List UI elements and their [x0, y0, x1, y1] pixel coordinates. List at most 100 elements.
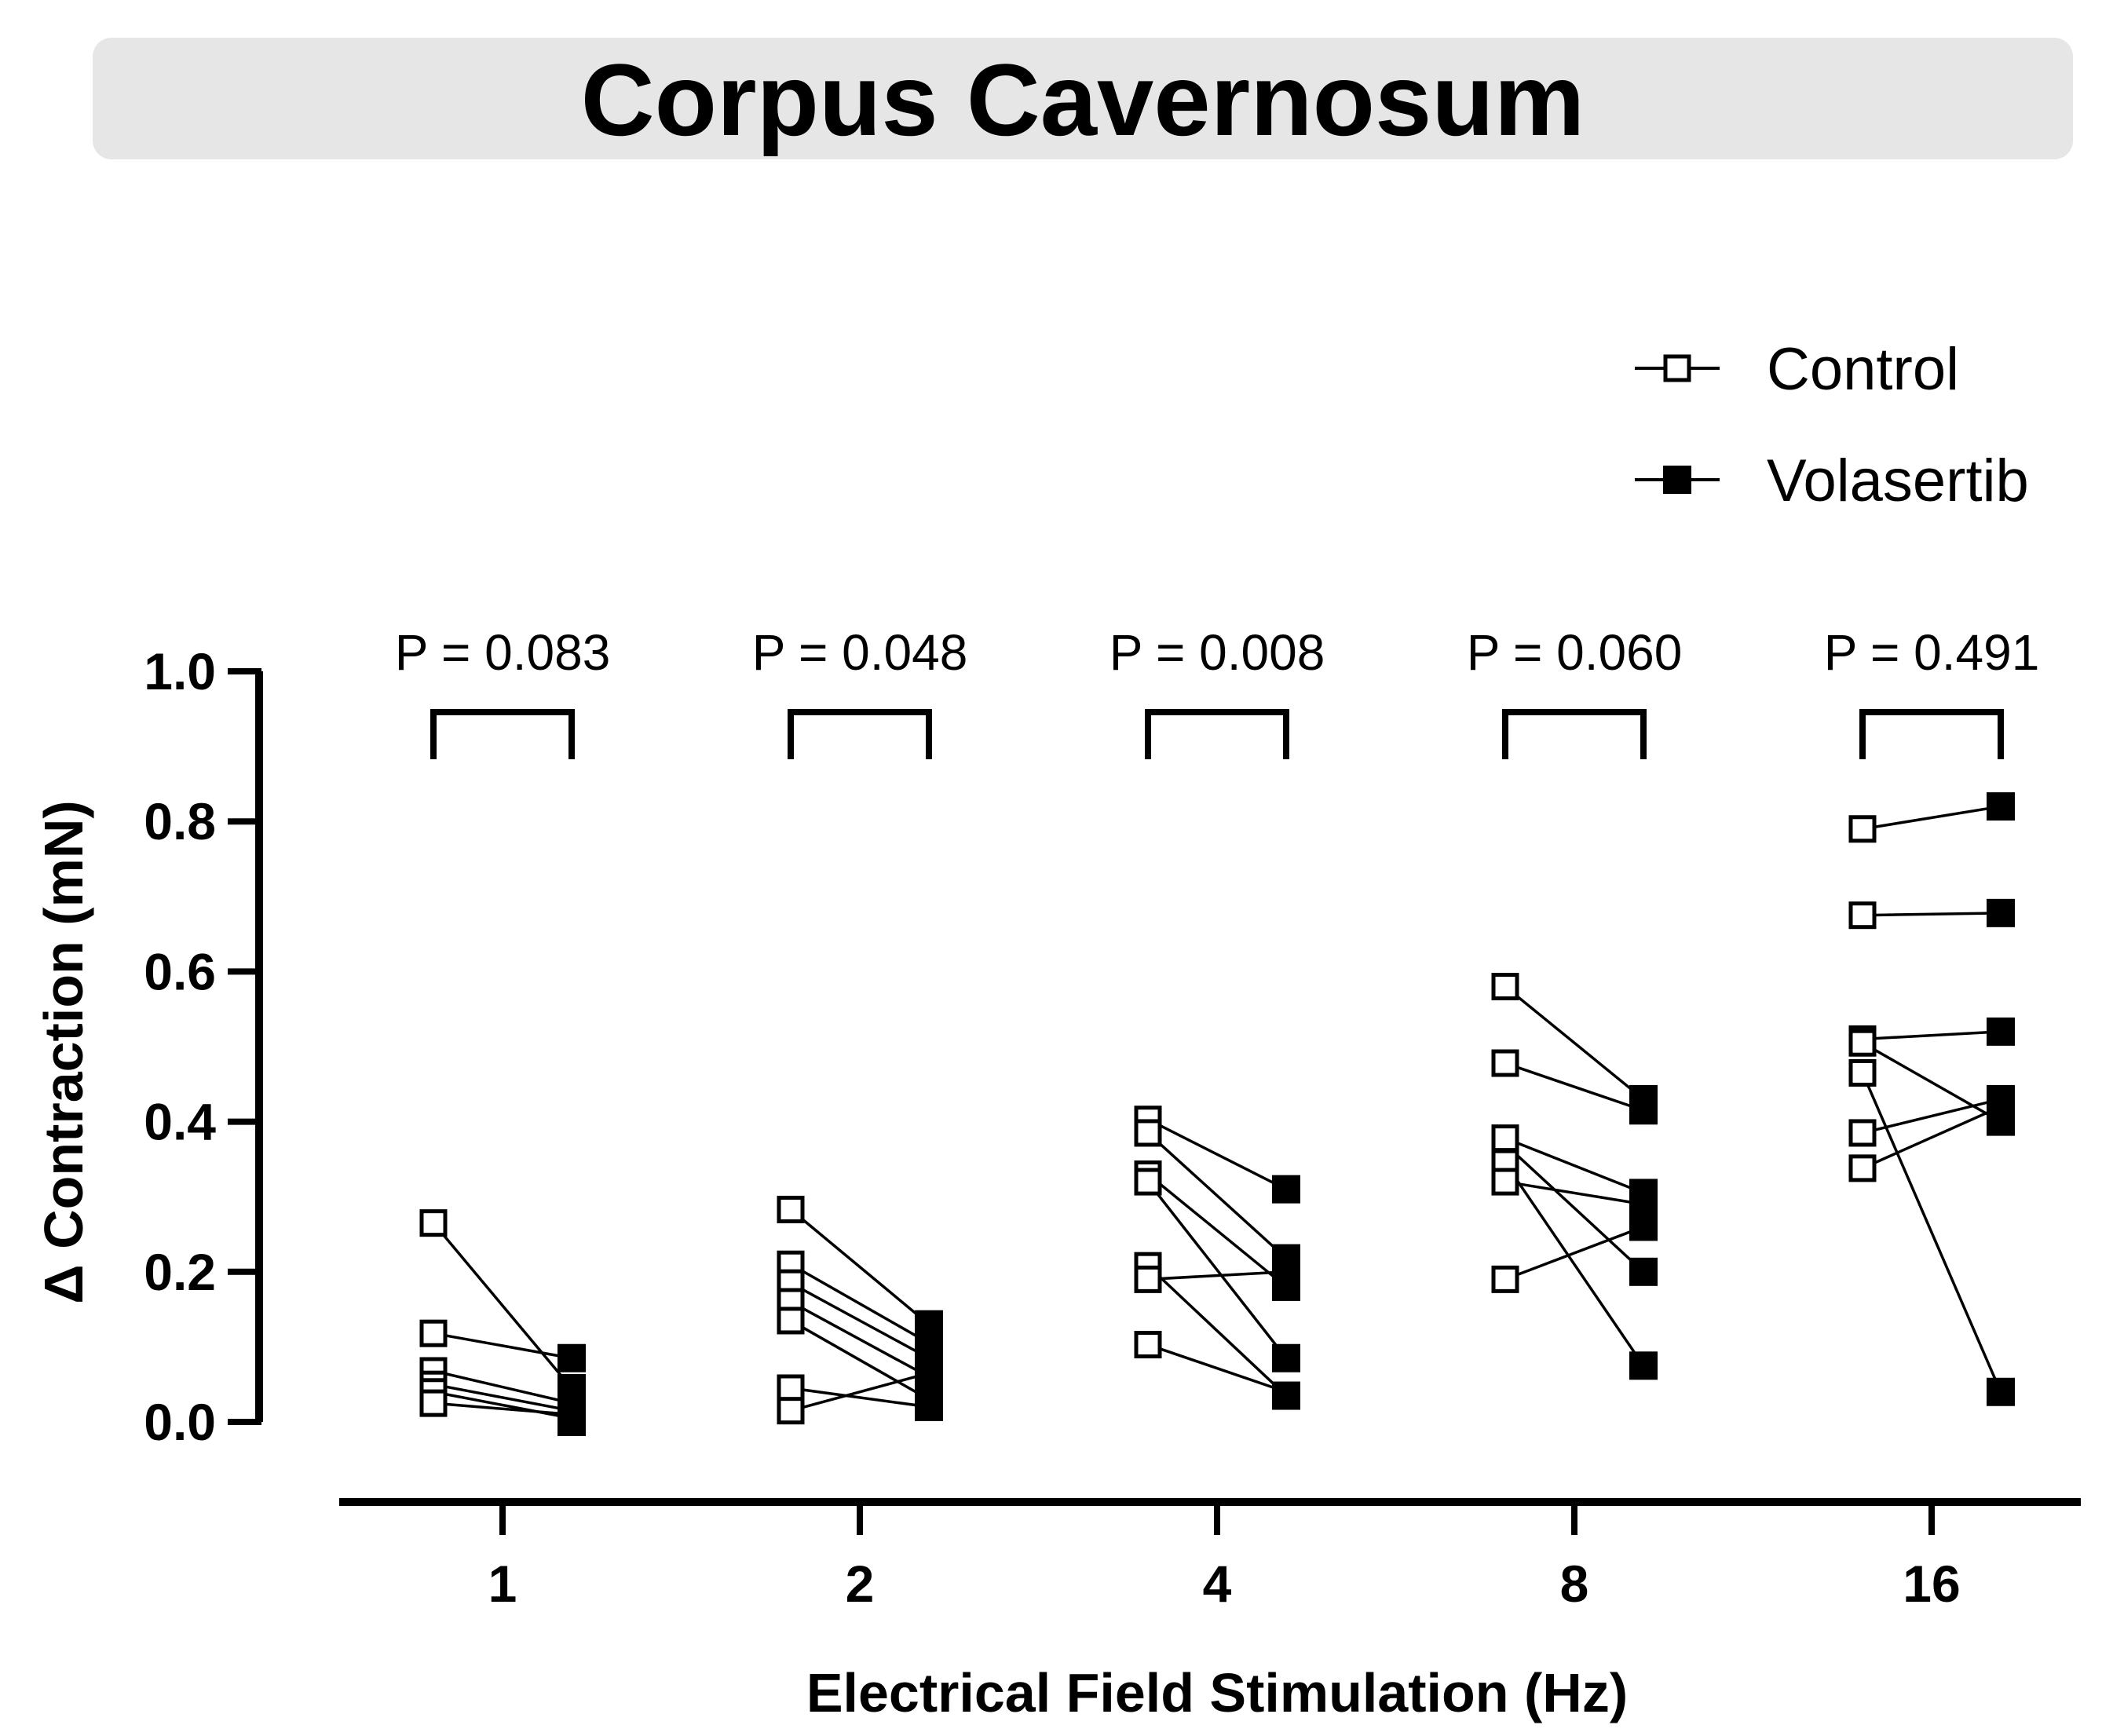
- p-value-label: P = 0.048: [752, 624, 968, 681]
- pair-line: [1862, 1105, 2002, 1170]
- pair-line: [790, 1263, 930, 1345]
- y-tick-label: 1.0: [144, 642, 216, 700]
- control-point: [1848, 1029, 1877, 1057]
- pair-line: [1146, 1173, 1288, 1288]
- control-point: [1134, 1331, 1162, 1359]
- legend-control-label: Control: [1767, 336, 1959, 403]
- x-tick-label: 2: [846, 1555, 875, 1613]
- title-banner: Corpus Cavernosum: [93, 38, 2073, 159]
- control-point: [1848, 901, 1877, 930]
- pair-line: [433, 1402, 572, 1416]
- x-ticks: 1 2 4 8 16: [488, 1502, 1961, 1613]
- volasertib-point: [557, 1408, 586, 1436]
- legend-volasertib-marker: [1663, 466, 1691, 494]
- p-value-label: P = 0.060: [1467, 624, 1683, 681]
- y-axis: 0.0 0.2 0.4 0.6 0.8 1.0 Δ Contraction (mN): [33, 642, 263, 1451]
- control-point: [1491, 1049, 1519, 1077]
- volasertib-point: [1987, 1017, 2015, 1046]
- significance-bracket: [1145, 709, 1289, 759]
- chart-title: Corpus Cavernosum: [581, 42, 1585, 157]
- p-value-label: P = 0.008: [1110, 624, 1325, 681]
- p-value-label: P = 0.491: [1824, 624, 2040, 681]
- pair-line: [1146, 1181, 1288, 1359]
- y-tick-label: 0.0: [144, 1393, 216, 1451]
- significance-brackets: P = 0.083 P = 0.048 P = 0.008 P = 0.060 P = …: [395, 624, 2040, 759]
- pair-line: [1147, 1343, 1287, 1394]
- p-value-label: P = 0.083: [395, 624, 611, 681]
- volasertib-point: [1629, 1257, 1658, 1286]
- volasertib-point: [1272, 1250, 1300, 1279]
- x-tick-label: 16: [1903, 1555, 1960, 1613]
- pair-line: [1504, 1180, 1644, 1206]
- volasertib-point: [1272, 1343, 1300, 1372]
- control-point: [777, 1397, 805, 1425]
- y-tick-label: 0.4: [144, 1093, 216, 1151]
- y-tick-label: 0.8: [144, 792, 216, 850]
- y-tick-label: 0.6: [144, 942, 216, 1000]
- control-point: [1491, 1168, 1519, 1196]
- control-point: [1491, 1265, 1519, 1293]
- control-point: [777, 1195, 805, 1223]
- data-markers: [419, 792, 2015, 1436]
- pair-line: [1504, 985, 1645, 1101]
- pair-line: [1862, 912, 2002, 917]
- pair-line: [433, 1332, 572, 1360]
- pair-line: [1862, 1098, 2002, 1135]
- pair-line: [1862, 1041, 2002, 1124]
- y-tick-label: 0.2: [144, 1243, 216, 1301]
- volasertib-point: [1272, 1175, 1300, 1204]
- pair-line: [1862, 805, 2002, 831]
- control-point: [777, 1307, 805, 1335]
- control-point: [1848, 1154, 1877, 1182]
- x-axis-title: Electrical Field Stimulation (Hz): [806, 1662, 1628, 1723]
- pair-line: [790, 1387, 930, 1409]
- volasertib-point: [1629, 1351, 1658, 1380]
- volasertib-point: [1987, 792, 2015, 821]
- y-ticks: 0.0 0.2 0.4 0.6 0.8 1.0: [144, 642, 261, 1451]
- legend-control-marker: [1663, 354, 1691, 382]
- pair-line: [1504, 1162, 1645, 1367]
- volasertib-point: [557, 1343, 586, 1372]
- pair-line: [1861, 1072, 2002, 1393]
- pair-line: [1147, 1270, 1287, 1281]
- volasertib-point: [1987, 1092, 2015, 1121]
- volasertib-point: [1272, 1381, 1300, 1410]
- pair-line: [790, 1281, 930, 1360]
- legend: Control Volasertib: [1635, 336, 2029, 514]
- significance-bracket: [1859, 709, 2004, 759]
- control-point: [1491, 1124, 1519, 1153]
- control-point: [777, 1374, 805, 1402]
- x-tick-label: 4: [1203, 1555, 1232, 1613]
- y-axis-title: Δ Contraction (mN): [33, 800, 94, 1303]
- control-point: [419, 1319, 448, 1347]
- pair-line: [433, 1383, 572, 1413]
- volasertib-point: [1987, 898, 2015, 927]
- pair-line: [789, 1208, 930, 1326]
- legend-volasertib-label: Volasertib: [1767, 448, 2029, 514]
- pair-line: [432, 1222, 573, 1390]
- volasertib-point: [915, 1392, 943, 1421]
- control-point: [419, 1209, 448, 1237]
- pair-line: [1862, 1030, 2002, 1041]
- pair-line: [790, 1372, 930, 1413]
- pair-line: [1504, 1137, 1644, 1195]
- significance-bracket: [788, 709, 932, 759]
- significance-bracket: [430, 709, 575, 759]
- volasertib-point: [1629, 1212, 1658, 1241]
- x-tick-label: 1: [488, 1555, 517, 1613]
- paired-lines: [432, 805, 2002, 1420]
- control-point: [1848, 815, 1877, 843]
- control-point: [1134, 1119, 1162, 1147]
- control-point: [419, 1389, 448, 1417]
- pair-line: [433, 1369, 572, 1405]
- pair-line: [1146, 1131, 1288, 1259]
- control-point: [1134, 1265, 1162, 1293]
- pair-line: [1146, 1264, 1288, 1397]
- pair-line: [790, 1300, 930, 1379]
- control-point: [1134, 1168, 1162, 1196]
- pair-line: [1504, 1142, 1645, 1274]
- significance-bracket: [1502, 709, 1647, 759]
- pair-line: [1504, 1062, 1644, 1112]
- pair-line: [790, 1319, 930, 1401]
- control-point: [1848, 1119, 1877, 1147]
